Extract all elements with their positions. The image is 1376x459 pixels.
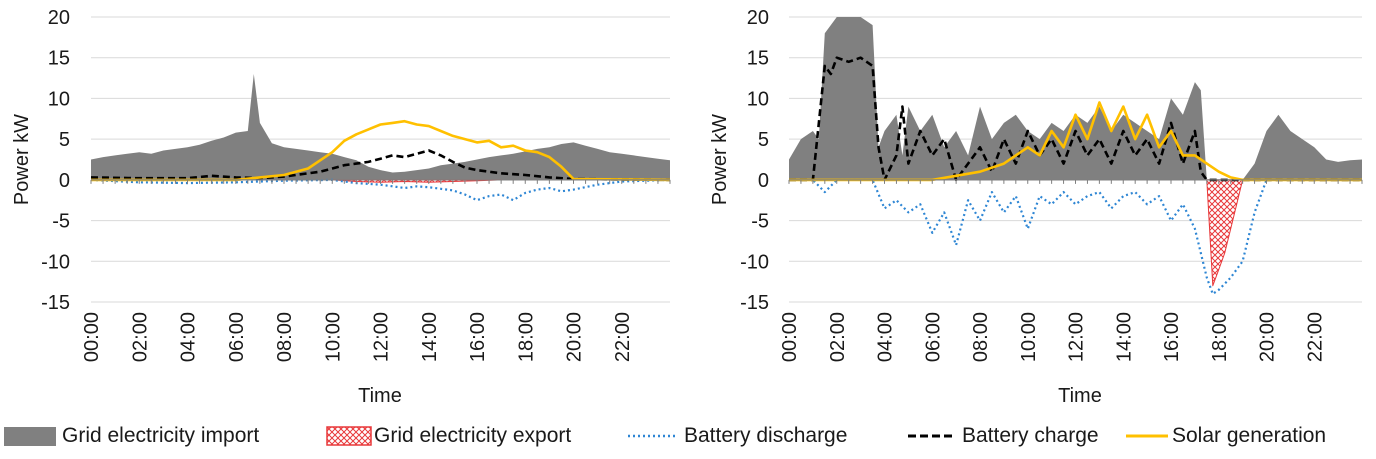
chart-right: -15 -10 -5 0 5 10 15 20 00:00 02:00 04:00 06:00 08:0… bbox=[709, 7, 1363, 407]
legend-item-import: Grid electricity import bbox=[4, 422, 259, 450]
x-axis-label: Time bbox=[358, 385, 402, 407]
x-tick-label: 20:00 bbox=[564, 312, 586, 362]
x-tick-label: 02:00 bbox=[129, 312, 151, 362]
x-tick-label: 18:00 bbox=[1209, 312, 1231, 362]
legend-label-import: Grid electricity import bbox=[62, 424, 260, 447]
legend-item-export: Grid electricity export bbox=[326, 422, 571, 450]
y-tick-label: -10 bbox=[41, 251, 70, 273]
x-tick-label: 00:00 bbox=[779, 312, 801, 362]
legend-swatch-import bbox=[4, 426, 56, 446]
series-discharge bbox=[789, 178, 1362, 295]
legend-item-solar: Solar generation bbox=[1124, 422, 1326, 450]
x-tick-label: 14:00 bbox=[1113, 312, 1135, 362]
x-tick-label: 22:00 bbox=[612, 312, 634, 362]
x-tick-label: 16:00 bbox=[1161, 312, 1183, 362]
x-tick-label: 18:00 bbox=[515, 312, 537, 362]
legend-label-export: Grid electricity export bbox=[374, 424, 572, 447]
x-tick-label: 06:00 bbox=[922, 312, 944, 362]
x-tick-label: 22:00 bbox=[1304, 312, 1326, 362]
y-tick-label: -10 bbox=[740, 251, 769, 273]
chart-left: -15 -10 -5 0 5 10 15 20 00:00 02:00 04:00 06:00 08:0… bbox=[11, 7, 671, 407]
legend-item-charge: Battery charge bbox=[906, 422, 1099, 450]
legend-swatch-charge bbox=[908, 434, 956, 438]
y-tick-label: 15 bbox=[747, 48, 769, 70]
x-tick-label: 04:00 bbox=[178, 312, 200, 362]
series-charge bbox=[90, 149, 671, 182]
y-tick-label: -5 bbox=[52, 211, 70, 233]
y-tick-label: 5 bbox=[59, 129, 70, 151]
legend-label-discharge: Battery discharge bbox=[684, 424, 848, 447]
y-axis-label: Power kW bbox=[11, 114, 33, 205]
y-tick-label: 10 bbox=[747, 88, 769, 110]
series-import bbox=[789, 17, 1362, 180]
legend-item-discharge: Battery discharge bbox=[626, 422, 847, 450]
y-tick-label: 20 bbox=[747, 7, 769, 29]
legend-swatch-export bbox=[326, 426, 372, 446]
x-tick-label: 16:00 bbox=[467, 312, 489, 362]
x-tick-label: 04:00 bbox=[875, 312, 897, 362]
y-tick-label: 0 bbox=[59, 170, 70, 192]
y-tick-label: 15 bbox=[48, 48, 70, 70]
y-axis-label: Power kW bbox=[709, 114, 731, 205]
legend: Grid electricity import Grid electricity… bbox=[0, 418, 1376, 454]
x-tick-label: 06:00 bbox=[226, 312, 248, 362]
series-solar bbox=[789, 101, 1362, 182]
x-tick-label: 00:00 bbox=[81, 312, 103, 362]
x-tick-label: 02:00 bbox=[827, 312, 849, 362]
legend-label-solar: Solar generation bbox=[1172, 424, 1327, 447]
x-tick-label: 12:00 bbox=[371, 312, 393, 362]
series-solar bbox=[91, 119, 671, 182]
legend-swatch-solar bbox=[1126, 434, 1168, 438]
x-tick-label: 20:00 bbox=[1257, 312, 1279, 362]
x-tick-label: 14:00 bbox=[419, 312, 441, 362]
y-tick-label: 10 bbox=[48, 88, 70, 110]
series-import bbox=[91, 74, 670, 180]
y-tick-label: 5 bbox=[758, 129, 769, 151]
x-tick-label: 12:00 bbox=[1066, 312, 1088, 362]
x-tick-label: 08:00 bbox=[970, 312, 992, 362]
series-charge bbox=[789, 56, 1362, 182]
x-tick-label: 10:00 bbox=[322, 312, 344, 362]
y-tick-label: -5 bbox=[751, 211, 769, 233]
series-export bbox=[1206, 179, 1244, 287]
series-discharge bbox=[90, 178, 671, 202]
y-tick-label: 20 bbox=[48, 7, 70, 29]
legend-label-charge: Battery charge bbox=[962, 424, 1099, 447]
x-axis-label: Time bbox=[1058, 385, 1102, 407]
y-tick-label: 0 bbox=[758, 170, 769, 192]
x-tick-label: 10:00 bbox=[1018, 312, 1040, 362]
y-tick-label: -15 bbox=[41, 292, 70, 314]
x-tick-label: 08:00 bbox=[274, 312, 296, 362]
legend-swatch-discharge bbox=[628, 434, 676, 438]
y-tick-label: -15 bbox=[740, 292, 769, 314]
